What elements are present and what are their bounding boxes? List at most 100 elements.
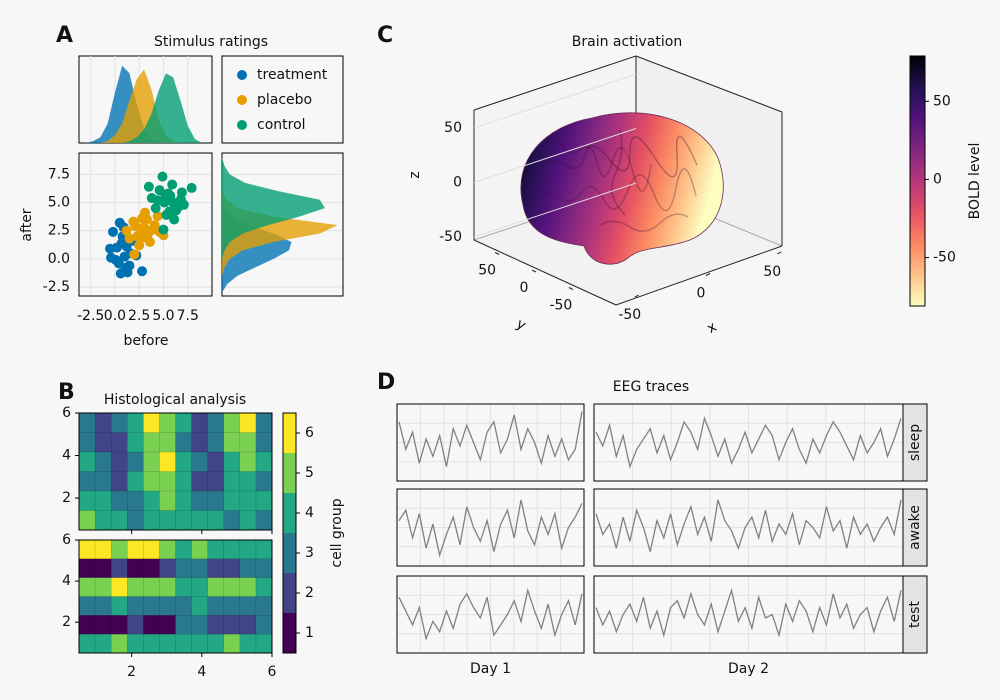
point (149, 220, 160, 231)
contour-cell (191, 413, 209, 434)
contour-cell (159, 510, 177, 530)
y-tick-label: 7.5 (48, 166, 70, 182)
point (167, 179, 178, 190)
contour-cell (255, 451, 272, 473)
contour-cell (239, 558, 257, 579)
column-label: Day 1 (470, 661, 511, 677)
point (143, 181, 154, 192)
point (107, 226, 118, 237)
contour-cell (207, 471, 225, 492)
contour-cell (191, 510, 209, 530)
y-axis-label: y (513, 316, 528, 334)
contour-cell (255, 413, 272, 434)
colorbar-tick-label: 1 (305, 625, 314, 641)
contour-cell (191, 558, 209, 579)
y-axis-label: after (19, 208, 35, 241)
z-tick-label: 50 (444, 120, 462, 136)
contour-cell (79, 510, 96, 530)
contour-cell (159, 540, 177, 560)
y-tick-label: -50 (549, 298, 572, 314)
x-axis-label: x (704, 319, 719, 337)
column-label: Day 2 (728, 661, 769, 677)
contour-cell (94, 432, 113, 453)
contour-cell (223, 615, 241, 636)
colorbar-segment (283, 453, 296, 493)
x-tick-label: 5.0 (152, 308, 174, 324)
y-tick-label: 0 (520, 280, 529, 296)
contour-cell (94, 615, 113, 636)
contour-cell (94, 413, 113, 434)
x-tick-label: 0.0 (104, 308, 126, 324)
density-area (222, 157, 338, 293)
contour-cell (223, 577, 241, 598)
colorbar-tick-label: 50 (933, 93, 951, 109)
contour-cell (175, 596, 193, 617)
contour-cell (191, 633, 209, 653)
contour-cell (159, 558, 177, 579)
legend-label: control (257, 117, 306, 133)
colorbar-tick-label: 6 (305, 425, 314, 441)
contour-cell (79, 490, 96, 512)
point (124, 260, 135, 271)
contour-cell (175, 510, 193, 530)
legend-label: treatment (257, 67, 328, 83)
legend-marker (237, 70, 247, 80)
contour-cell (175, 432, 193, 453)
contour-cell (127, 540, 145, 560)
strip (902, 575, 928, 654)
contour-cell (94, 490, 113, 512)
contour-cell (110, 490, 129, 512)
contour-cell (159, 490, 177, 512)
point (115, 268, 126, 279)
point (139, 222, 150, 233)
contour-cell (127, 577, 145, 598)
point (169, 214, 180, 225)
colorbar-tick-label: 4 (305, 505, 314, 521)
contour-cell (175, 471, 193, 492)
contour-cell (239, 471, 257, 492)
contour-cell (223, 633, 241, 653)
contour-cell (110, 577, 129, 598)
contour-cell (207, 615, 225, 636)
trace-line (595, 416, 902, 469)
contour-cell (175, 558, 193, 579)
y-tick-label: 2.5 (48, 223, 70, 239)
chart-title: Stimulus ratings (154, 34, 268, 50)
density-area (222, 157, 292, 293)
chart-title: EEG traces (613, 379, 689, 395)
contour-cell (207, 432, 225, 453)
point (124, 233, 135, 244)
point (141, 214, 152, 225)
y-tick-label: 50 (478, 263, 496, 279)
panel-letter: C (377, 23, 393, 48)
point (134, 240, 145, 251)
x-tick-label: 2.5 (128, 308, 150, 324)
tick-mark (705, 273, 711, 276)
contour-cell (110, 413, 129, 434)
contour-cell (143, 540, 161, 560)
contour-cell (79, 577, 96, 598)
y-tick-label: 2 (62, 614, 71, 630)
colorbar-tick-label: -50 (933, 250, 956, 266)
contour-cell (223, 471, 241, 492)
contour-cell (191, 451, 209, 473)
contour-cell (223, 451, 241, 473)
contour-cell (223, 413, 241, 434)
contour-cell (110, 558, 129, 579)
contour-cell (110, 471, 129, 492)
contour-cell (191, 490, 209, 512)
contour-cell (94, 540, 113, 560)
panel-letter: B (58, 380, 75, 405)
colorbar-tick-label: 2 (305, 585, 314, 601)
contour-cell (223, 558, 241, 579)
contour-cell (239, 540, 257, 560)
y-tick-label: -2.5 (43, 279, 70, 295)
panel-letter: A (56, 23, 73, 48)
x-tick-label: 2 (127, 664, 136, 680)
contour-cell (255, 558, 272, 579)
contour-cell (207, 490, 225, 512)
point (168, 197, 179, 208)
contour-cell (94, 577, 113, 598)
contour-fill (79, 540, 272, 653)
